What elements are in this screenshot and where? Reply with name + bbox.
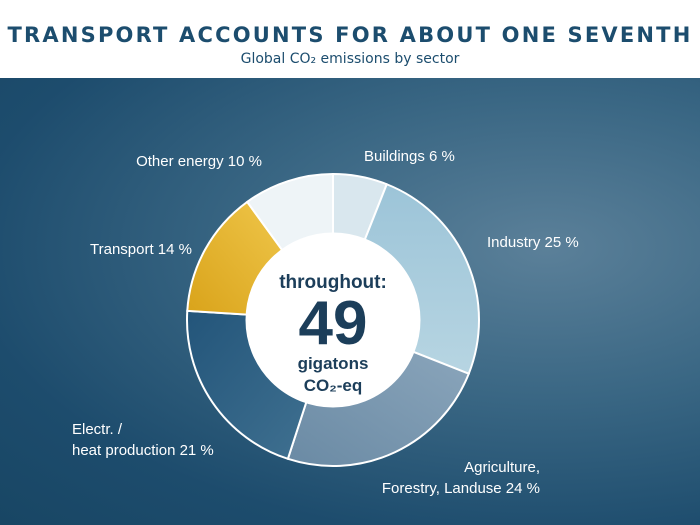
center-total-value: 49 <box>299 289 368 358</box>
label-other-energy: Other energy 10 % <box>136 153 262 170</box>
center-label-gigatons: gigatons <box>298 354 369 373</box>
chart-title: TRANSPORT ACCOUNTS FOR ABOUT ONE SEVENTH <box>7 23 693 47</box>
center-disc <box>245 232 421 408</box>
label-line: Transport 14 % <box>90 241 192 258</box>
label-industry: Industry 25 % <box>487 234 579 251</box>
label-agriculture-forestry-landuse: Agriculture, Forestry, Landuse 24 % <box>382 459 540 497</box>
label-line: Buildings 6 % <box>364 148 455 165</box>
center-label-throughout: throughout: <box>279 272 387 293</box>
header: TRANSPORT ACCOUNTS FOR ABOUT ONE SEVENTH… <box>0 0 700 78</box>
chart-subtitle: Global CO₂ emissions by sector <box>240 51 460 67</box>
label-transport: Transport 14 % <box>90 241 192 258</box>
label-line: Forestry, Landuse 24 % <box>382 480 540 497</box>
label-line: Industry 25 % <box>487 234 579 251</box>
label-line: heat production 21 % <box>72 442 214 459</box>
label-electr-heat-production: Electr. / heat production 21 % <box>72 421 214 459</box>
label-buildings: Buildings 6 % <box>364 148 455 165</box>
label-line: Other energy 10 % <box>136 153 262 170</box>
center-label-unit: CO₂-eq <box>304 376 363 395</box>
label-line: Electr. / <box>72 421 123 438</box>
label-line: Agriculture, <box>464 459 540 476</box>
